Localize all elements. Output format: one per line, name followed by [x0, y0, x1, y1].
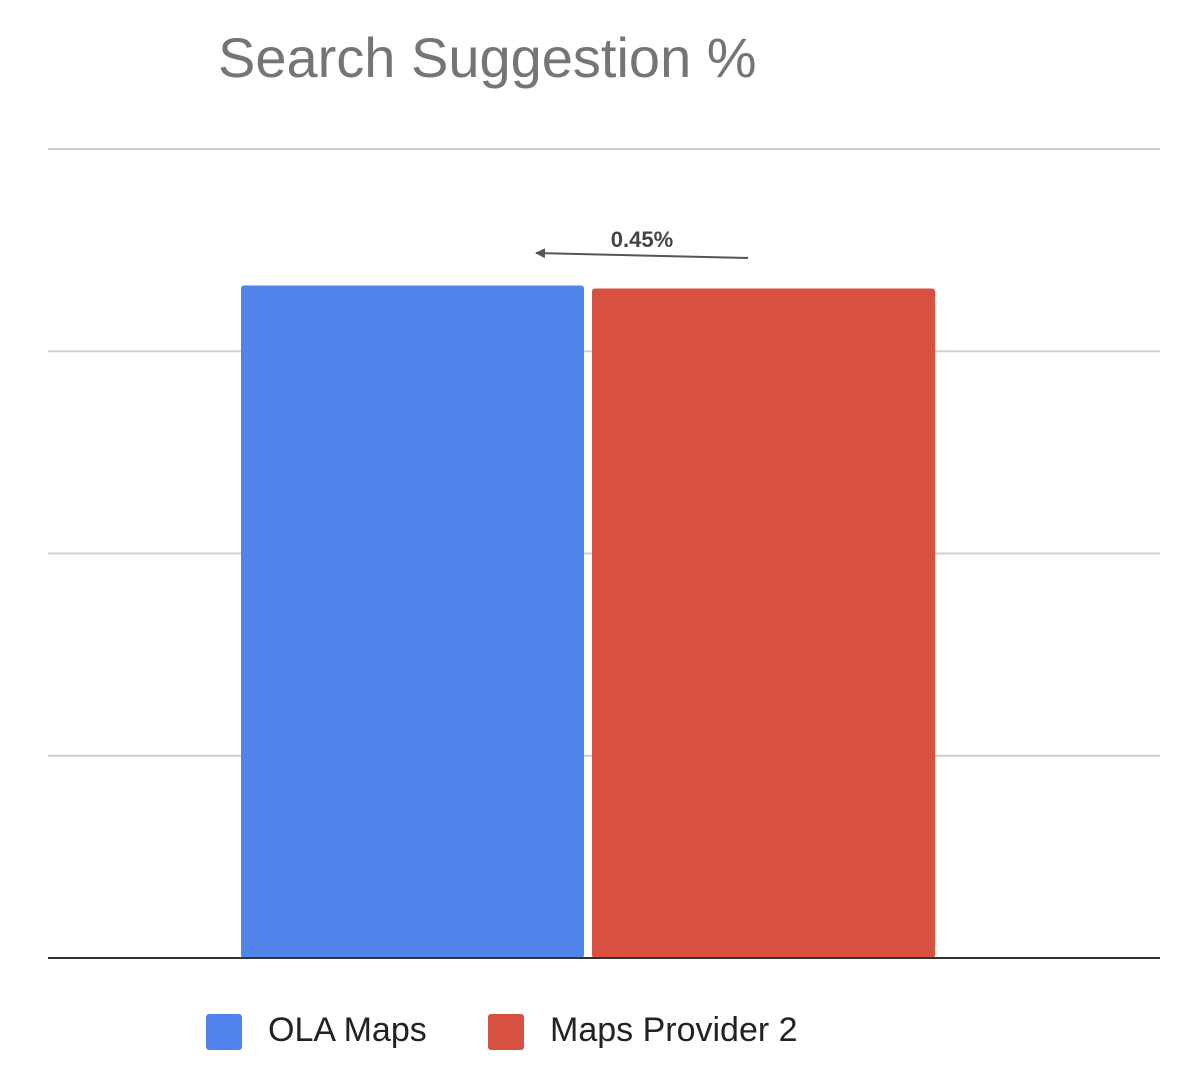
- legend-label: OLA Maps: [268, 1011, 427, 1049]
- legend-label: Maps Provider 2: [550, 1011, 798, 1049]
- legend-swatch: [488, 1014, 524, 1050]
- annotation: 0.45%: [611, 227, 673, 252]
- bar: [241, 285, 584, 958]
- chart-title: Search Suggestion %: [218, 26, 757, 89]
- legend-swatch: [206, 1014, 242, 1050]
- annotation-arrow: [535, 248, 749, 259]
- bar: [592, 288, 935, 958]
